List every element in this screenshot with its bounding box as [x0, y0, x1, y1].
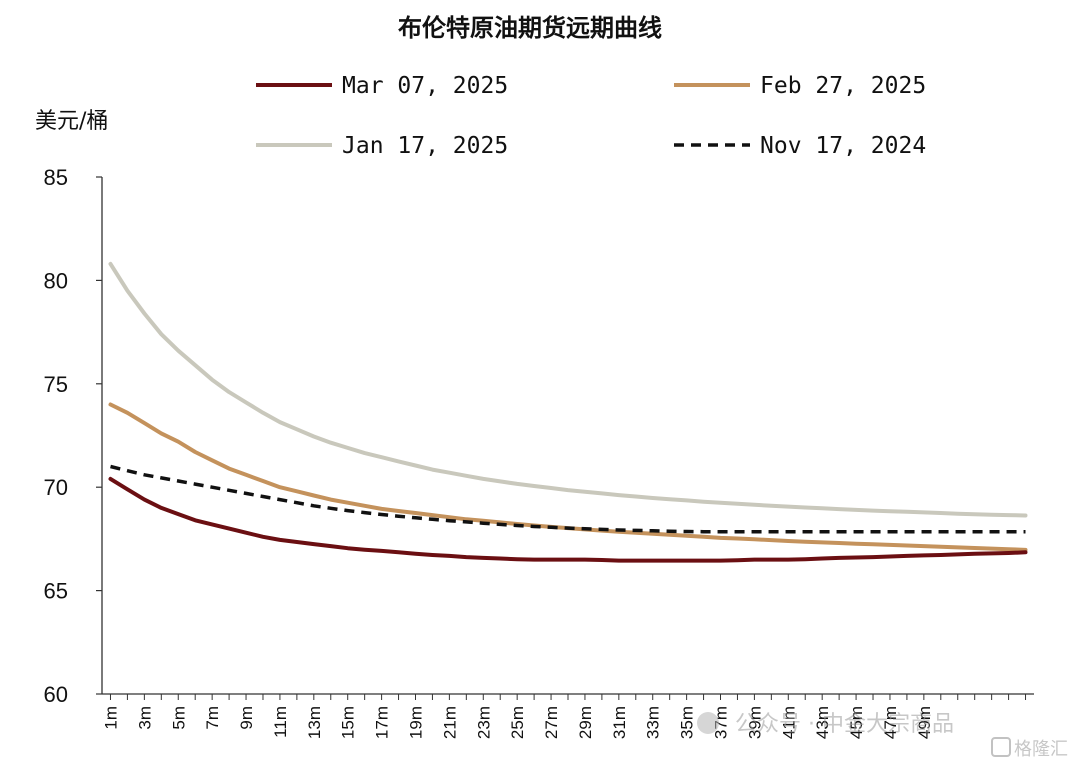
series-line-mar-07-2025: [108, 476, 1028, 563]
series-line-nov-17-2024: [110, 464, 1026, 534]
x-tick-label: 47m: [881, 706, 900, 739]
y-tick-label: 65: [44, 579, 68, 604]
x-tick-label: 3m: [135, 706, 154, 730]
x-tick-label: 29m: [576, 706, 595, 739]
legend-label: Feb 27, 2025: [760, 73, 926, 99]
x-tick-label: 23m: [474, 706, 493, 739]
x-tick-label: 25m: [508, 706, 527, 739]
x-tick-label: 21m: [440, 706, 459, 739]
axes: 60 65 70 75 80 85 1m 3m 5m 7m 9m 11m 13m 15m 17m 19m 21m…: [44, 165, 1034, 739]
brand-logo-icon: [991, 737, 1011, 757]
legend-label: Jan 17, 2025: [342, 133, 508, 159]
x-tick-label: 11m: [271, 706, 290, 738]
x-tick-label: 13m: [305, 706, 324, 739]
x-tick-label: 33m: [644, 706, 663, 739]
x-tick-label: 37m: [712, 706, 731, 739]
x-tick-label: 43m: [813, 706, 832, 739]
x-tick-label: 35m: [678, 706, 697, 739]
x-tick-label: 45m: [847, 706, 866, 739]
watermark-wechat-text: 公众号 · 中金大宗商品: [735, 712, 954, 737]
x-tick-label: 17m: [373, 706, 392, 739]
y-tick-label: 60: [44, 682, 68, 707]
x-tick-label: 15m: [339, 706, 358, 739]
x-tick-label: 1m: [101, 706, 120, 730]
legend-label: Nov 17, 2024: [760, 133, 926, 159]
watermark-brand-text: 格隆汇: [1014, 739, 1068, 760]
legend-label: Mar 07, 2025: [342, 73, 508, 99]
y-tick-label: 80: [44, 268, 68, 293]
x-tick-label: 27m: [542, 706, 561, 739]
y-tick-label: 85: [44, 165, 68, 190]
y-axis-unit-label: 美元/桶: [35, 109, 108, 134]
x-tick-label: 31m: [610, 706, 629, 739]
watermark: 公众号 · 中金大宗商品 格隆汇: [697, 712, 1068, 760]
chart-title: 布伦特原油期货远期曲线: [398, 14, 662, 42]
series-layer: [108, 261, 1028, 563]
x-tick-label: 41m: [779, 706, 798, 739]
wechat-icon: [697, 712, 719, 734]
x-tick-label: 5m: [169, 706, 188, 730]
y-tick-label: 70: [44, 475, 68, 500]
series-line-jan-17-2025: [108, 261, 1028, 518]
x-tick-label: 39m: [745, 706, 764, 739]
y-tick-label: 75: [44, 372, 68, 397]
legend: Mar 07, 2025 Feb 27, 2025 Jan 17, 2025 Nov …: [256, 73, 926, 159]
x-tick-label: 19m: [406, 706, 425, 739]
x-tick-label: 49m: [915, 706, 934, 739]
x-tick-label: 9m: [237, 706, 256, 730]
x-tick-label: 7m: [203, 706, 222, 730]
